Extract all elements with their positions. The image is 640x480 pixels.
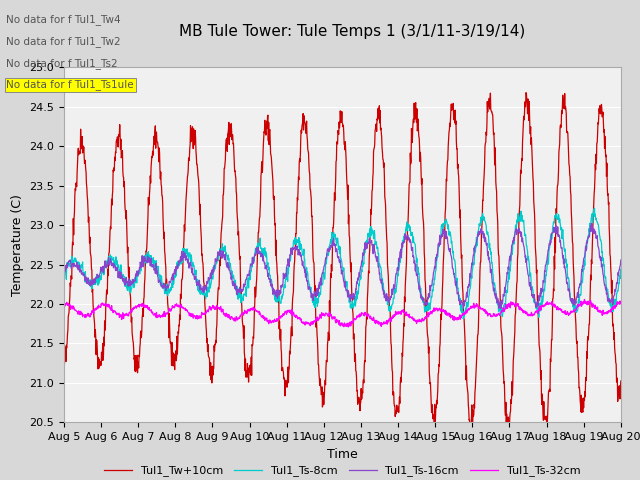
Tul1_Ts-32cm (60, 301, 68, 307)
Tul1_Ts-16cm (460, 306, 467, 312)
Tul1_Ts-32cm (429, 308, 437, 313)
Line: Tul1_Tw+10cm: Tul1_Tw+10cm (64, 93, 621, 432)
Tul1_Ts-8cm (60, 271, 68, 277)
Tul1_Ts-32cm (502, 301, 509, 307)
Legend: Tul1_Tw+10cm, Tul1_Ts-8cm, Tul1_Ts-16cm, Tul1_Ts-32cm: Tul1_Tw+10cm, Tul1_Ts-8cm, Tul1_Ts-16cm,… (100, 461, 585, 480)
Tul1_Tw+10cm (429, 416, 436, 422)
Tul1_Ts-8cm (429, 288, 436, 294)
Tul1_Ts-8cm (502, 294, 509, 300)
Tul1_Ts-8cm (170, 276, 178, 281)
Tul1_Ts-8cm (460, 316, 467, 322)
Tul1_Ts-32cm (551, 302, 559, 308)
Line: Tul1_Ts-16cm: Tul1_Ts-16cm (64, 223, 621, 309)
Line: Tul1_Ts-8cm: Tul1_Ts-8cm (64, 208, 621, 319)
X-axis label: Time: Time (327, 448, 358, 461)
Tul1_Tw+10cm (170, 357, 178, 362)
Text: No data for f Tul1_Tw2: No data for f Tul1_Tw2 (6, 36, 121, 47)
Tul1_Ts-32cm (184, 309, 191, 315)
Tul1_Ts-16cm (617, 257, 625, 263)
Tul1_Ts-8cm (246, 277, 254, 283)
Tul1_Ts-8cm (551, 213, 559, 218)
Tul1_Ts-16cm (170, 269, 178, 275)
Tul1_Tw+10cm (617, 378, 625, 384)
Text: MB Tule Tower: Tule Temps 1 (3/1/11-3/19/14): MB Tule Tower: Tule Temps 1 (3/1/11-3/19… (179, 24, 525, 39)
Tul1_Tw+10cm (60, 355, 68, 360)
Tul1_Tw+10cm (502, 413, 509, 419)
Tul1_Tw+10cm (246, 362, 254, 368)
Tul1_Tw+10cm (522, 90, 530, 96)
Y-axis label: Temperature (C): Temperature (C) (11, 194, 24, 296)
Tul1_Tw+10cm (184, 172, 191, 178)
Text: No data for f Tul1_Tw4: No data for f Tul1_Tw4 (6, 14, 121, 25)
Tul1_Tw+10cm (552, 250, 559, 255)
Tul1_Ts-32cm (170, 305, 178, 311)
Tul1_Tw+10cm (506, 429, 513, 434)
Tul1_Ts-8cm (184, 250, 191, 255)
Tul1_Ts-16cm (588, 220, 595, 226)
Tul1_Ts-8cm (617, 266, 625, 272)
Tul1_Ts-32cm (246, 308, 254, 313)
Text: No data for f Tul1_Ts1ule: No data for f Tul1_Ts1ule (6, 79, 134, 90)
Text: No data for f Tul1_Ts2: No data for f Tul1_Ts2 (6, 58, 118, 69)
Line: Tul1_Ts-32cm: Tul1_Ts-32cm (64, 300, 621, 327)
Tul1_Ts-8cm (591, 205, 598, 211)
Tul1_Ts-16cm (502, 282, 509, 288)
Tul1_Ts-16cm (60, 270, 68, 276)
Tul1_Ts-16cm (184, 260, 191, 266)
Tul1_Ts-32cm (344, 324, 352, 330)
Tul1_Ts-32cm (617, 301, 625, 307)
Tul1_Ts-32cm (580, 297, 588, 302)
Tul1_Ts-16cm (246, 265, 254, 271)
Tul1_Ts-16cm (551, 226, 559, 231)
Tul1_Ts-16cm (429, 276, 436, 282)
